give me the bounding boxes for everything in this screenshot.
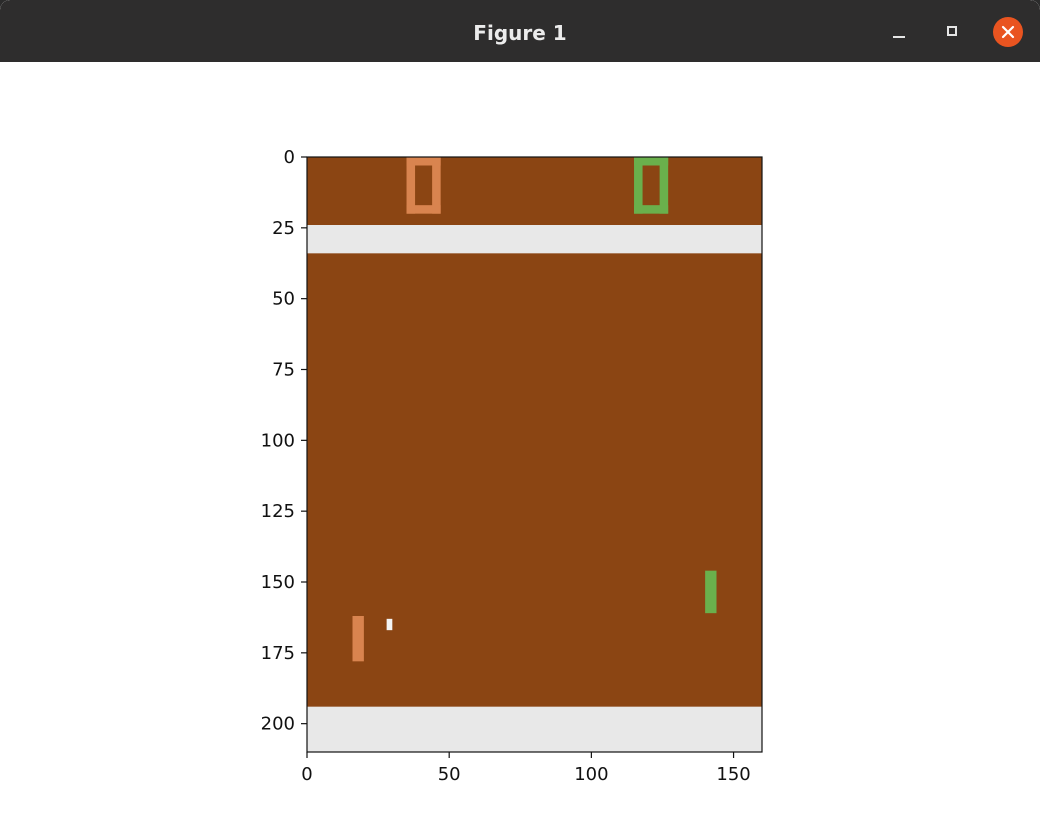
maximize-icon[interactable] [938, 18, 968, 48]
y-tick-label: 150 [261, 572, 295, 593]
axes-frame [306, 156, 763, 753]
playing-field [307, 157, 762, 752]
y-tick-label: 175 [261, 643, 295, 664]
title-bar[interactable]: Figure 1 [0, 0, 1040, 62]
window-title: Figure 1 [473, 21, 567, 45]
pong-frame-plot: 0 50 100 150 0 25 50 75 100 125 150 175 200 [261, 147, 763, 785]
x-tick-label: 50 [438, 764, 461, 785]
figure-canvas: 0 50 100 150 0 25 50 75 100 125 150 175 200 [5, 62, 1035, 838]
y-tick-label: 125 [261, 501, 295, 522]
y-tick-label: 200 [261, 714, 295, 735]
ball [386, 618, 393, 631]
y-tick-label: 50 [272, 289, 295, 310]
close-icon[interactable] [993, 17, 1023, 47]
right-paddle [705, 570, 717, 614]
left-score-digit [406, 157, 441, 214]
y-tick-label: 25 [272, 218, 295, 239]
x-tick-label: 150 [716, 764, 750, 785]
left-paddle [352, 616, 364, 662]
x-tick-label: 0 [301, 764, 312, 785]
minimize-icon[interactable] [884, 18, 914, 48]
y-tick-label: 100 [261, 430, 295, 451]
right-score-digit [634, 157, 669, 214]
top-wall [307, 225, 762, 254]
y-tick-label: 0 [284, 147, 295, 168]
x-tick-label: 100 [574, 764, 608, 785]
bottom-wall [307, 706, 762, 752]
y-tick-label: 75 [272, 360, 295, 381]
